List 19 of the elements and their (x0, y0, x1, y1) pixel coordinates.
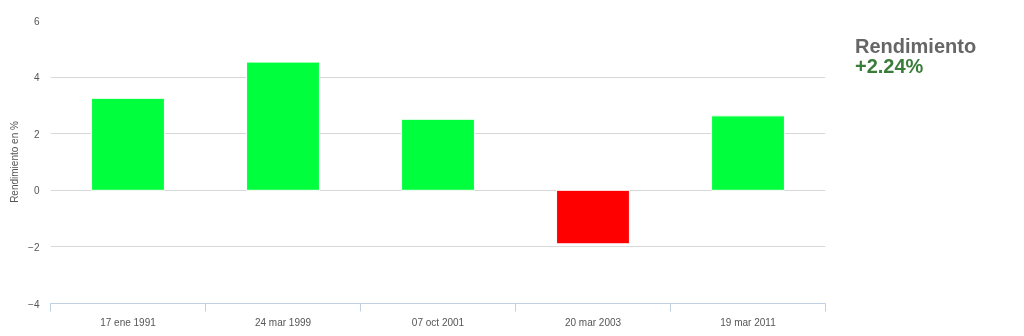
y-tick-label: 4 (33, 72, 40, 84)
y-axis-title: Rendimiento en % (9, 121, 21, 203)
text: +2.24% (855, 55, 925, 77)
x-tick-label: 07 oct 2001 (411, 316, 465, 328)
y-tick-label: 2 (33, 128, 40, 140)
x-tick-label: 20 mar 2003 (564, 316, 622, 328)
y-tick-label: −2 (28, 241, 40, 253)
bar (711, 115, 785, 191)
bar (556, 189, 630, 245)
y-tick-label: 0 (33, 185, 40, 197)
x-tick-label: 19 mar 2011 (720, 316, 777, 328)
y-tick-label: 6 (33, 15, 40, 27)
x-tick-label: 17 ene 1991 (100, 316, 157, 328)
y-tick-label: −4 (28, 298, 40, 310)
text: Rendimiento (855, 35, 977, 57)
bar (91, 97, 165, 191)
bar (246, 61, 320, 191)
x-tick-label: 24 mar 1999 (254, 316, 312, 328)
bar (401, 118, 475, 191)
